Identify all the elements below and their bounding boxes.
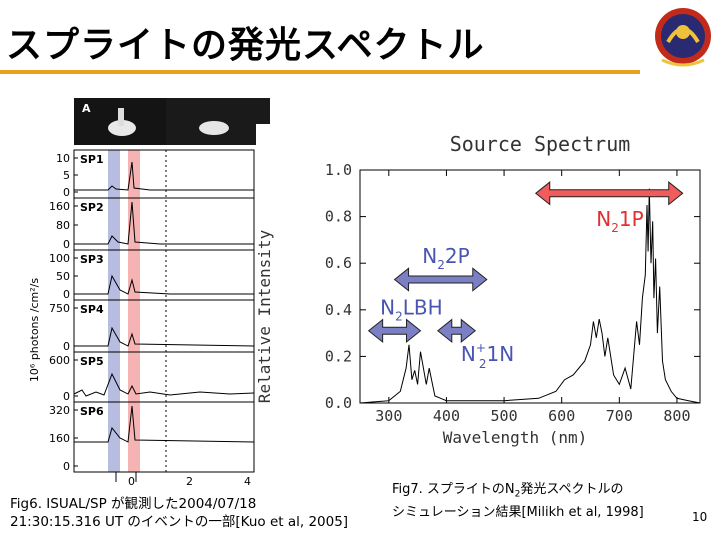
- n2-lbh-range-arrow: [367, 318, 422, 344]
- fig6-caption-line2: 21:30:15.316 UT のイベントの一部[Kuo et al, 2005…: [10, 514, 349, 530]
- fig6-ytick: 5: [63, 169, 70, 182]
- fig6-panel-name: SP2: [80, 201, 104, 214]
- y-tick-label: 0.2: [325, 347, 352, 365]
- fig6-ytick: 0: [63, 340, 70, 353]
- x-tick-label: 700: [606, 407, 633, 425]
- fig6-ytick: 0: [63, 238, 70, 251]
- page-number: 10: [692, 510, 708, 524]
- n2plus-1n-label: N+ 21N: [461, 341, 514, 371]
- n2-1p-label: N21P: [596, 207, 643, 235]
- fig6-ytick: 600: [49, 354, 70, 367]
- x-tick-label: 800: [663, 407, 690, 425]
- fig6-ytick: 0: [63, 186, 70, 199]
- fig7-caption-b: 発光スペクトルの: [520, 482, 624, 497]
- fig6-ytick: 100: [49, 252, 70, 265]
- x-tick-label: 600: [548, 407, 575, 425]
- fig6-xtick-4: 4: [244, 475, 251, 488]
- x-axis-label: Wavelength (nm): [443, 428, 588, 447]
- fig6-xtick-2: 2: [186, 475, 193, 488]
- fig6-caption: Fig6. ISUAL/SP が観測した2004/07/18 21:30:15.…: [10, 495, 348, 531]
- fig6-panel-name: SP5: [80, 355, 104, 368]
- slide-title: スプライトの発光スペクトル: [6, 25, 485, 66]
- fig6-ytick: 320: [49, 404, 70, 417]
- x-tick-label: 300: [375, 407, 402, 425]
- y-tick-label: 0.4: [325, 301, 352, 319]
- fig7-caption: Fig7. スプライトのN2発光スペクトルの シミュレーション結果[Milikh…: [392, 481, 644, 522]
- n2plus-1n-range-arrow: [436, 318, 477, 344]
- fig6-ylabel: 10⁶ photons /cm²/s: [28, 278, 41, 382]
- y-tick-label: 0.6: [325, 254, 352, 272]
- fig6-ytick: 0: [63, 288, 70, 301]
- fig6-ytick: 50: [56, 270, 70, 283]
- fig6-ytick: 0: [63, 390, 70, 403]
- plot-frame: [359, 169, 701, 404]
- fig6-ytick: 160: [49, 432, 70, 445]
- fig6-panel-name: SP1: [80, 153, 104, 166]
- source-spectrum-chart: Source Spectrum 300 400 500 600 700 800 0.0 0.2 0…: [255, 132, 701, 447]
- n2-2p-label: N22P: [422, 244, 469, 272]
- isual-figure: A SP11050SP2160800SP3100500SP47500SP5600…: [28, 98, 270, 488]
- fig6-ytick: 750: [49, 302, 70, 315]
- red-band: [128, 150, 140, 472]
- n2-2p-range-arrow: [393, 267, 488, 292]
- fig6-panel-name: SP6: [80, 405, 104, 418]
- blue-band: [108, 150, 120, 472]
- panel-label: A: [82, 102, 91, 115]
- fig6-panel-name: SP4: [80, 303, 104, 316]
- fig6-xtick-0: 0: [128, 475, 135, 488]
- fig7-caption-line2: シミュレーション結果[Milikh et al, 1998]: [392, 504, 644, 520]
- x-tick-label: 500: [491, 407, 518, 425]
- fig7-caption-sub: 2: [514, 489, 521, 500]
- y-tick-label: 0.8: [325, 208, 352, 226]
- chart-title: Source Spectrum: [450, 132, 631, 156]
- y-tick-label: 0.0: [325, 394, 352, 412]
- fig6-panel-name: SP3: [80, 253, 104, 266]
- n2-lbh-label: N2LBH: [380, 295, 443, 323]
- fig6-ytick: 10: [56, 152, 70, 165]
- x-tick-label: 400: [433, 407, 460, 425]
- fig6-ytick: 80: [56, 219, 70, 232]
- fig6-ytick: 0: [63, 460, 70, 473]
- y-tick-label: 1.0: [325, 161, 352, 179]
- fig6-ytick: 160: [49, 200, 70, 213]
- fig6-caption-line1: Fig6. ISUAL/SP が観測した2004/07/18: [10, 496, 257, 512]
- spectrum-line: [359, 188, 701, 404]
- institution-logo: [655, 8, 711, 67]
- y-axis-label: Relative Intensity: [255, 229, 274, 403]
- title-underline: [0, 70, 640, 74]
- fig7-caption-a: Fig7. スプライトのN: [392, 482, 515, 497]
- n2-1p-range-arrow: [534, 181, 684, 206]
